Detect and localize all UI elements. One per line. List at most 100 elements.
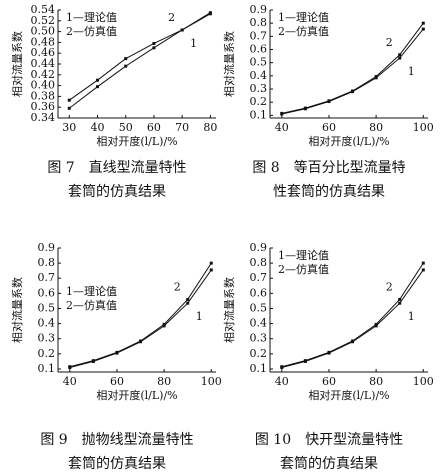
- point: [421, 268, 425, 272]
- x-axis-label: 相对开度(l/L)/%: [96, 134, 177, 148]
- point: [67, 98, 71, 102]
- y-tick-label: 0.36: [31, 100, 56, 113]
- point: [351, 339, 355, 343]
- y-tick-label: 0.7: [250, 271, 268, 284]
- legend-entry: 2—仿真值: [278, 262, 329, 276]
- point: [162, 322, 166, 326]
- x-tick-label: 60: [322, 375, 336, 388]
- point: [180, 28, 184, 32]
- line-series: [68, 13, 211, 101]
- point: [421, 21, 425, 25]
- series-label: 1: [408, 310, 415, 323]
- point: [96, 78, 99, 82]
- y-tick-label: 0.5: [38, 301, 56, 314]
- caption: 图 10 快开型流量特性: [255, 432, 403, 448]
- y-tick-label: 0.9: [250, 241, 268, 254]
- point: [209, 268, 213, 272]
- point: [91, 359, 95, 363]
- x-axis-label: 相对开度(l/L)/%: [96, 388, 177, 402]
- x-tick-label: 50: [119, 121, 133, 134]
- y-tick-label: 0.2: [250, 95, 268, 108]
- point: [421, 27, 425, 31]
- y-axis-label: 相对流量系数: [222, 277, 236, 343]
- line-series: [281, 28, 424, 115]
- point: [327, 350, 331, 354]
- y-tick-label: 0.9: [38, 241, 56, 254]
- caption: 图 9 抛物线型流量特性: [40, 432, 193, 448]
- point: [374, 75, 378, 79]
- y-axis-label: 相对流量系数: [222, 31, 236, 97]
- y-tick-label: 0.48: [31, 35, 56, 48]
- caption: 图 8 等百分比型流量特: [252, 159, 405, 176]
- y-tick-label: 0.1: [250, 362, 268, 375]
- y-tick-label: 0.7: [38, 271, 56, 284]
- y-tick-label: 0.8: [38, 256, 56, 269]
- line-series: [69, 262, 212, 368]
- point: [124, 64, 128, 68]
- x-tick-label: 30: [62, 121, 76, 134]
- point: [374, 324, 378, 328]
- x-tick-label: 40: [91, 121, 105, 134]
- y-tick-label: 0.40: [31, 79, 56, 92]
- series-label: 1: [408, 65, 415, 78]
- y-tick-label: 0.46: [31, 46, 56, 59]
- y-axis-label: 相对流量系数: [10, 31, 24, 97]
- x-axis-label: 相对开度(l/L)/%: [308, 134, 389, 148]
- caption: 套筒的仿真结果: [68, 455, 166, 472]
- point: [96, 85, 99, 89]
- x-tick-label: 80: [157, 375, 171, 388]
- series-label: 2: [386, 280, 393, 293]
- y-tick-label: 0.4: [250, 317, 268, 330]
- x-tick-label: 70: [175, 121, 189, 134]
- y-axis-label: 相对流量系数: [10, 277, 24, 343]
- series-label: 1: [190, 37, 197, 50]
- x-tick-label: 60: [322, 121, 336, 134]
- y-tick-label: 0.1: [38, 362, 56, 375]
- series-label: 1: [196, 310, 203, 323]
- y-tick-label: 0.3: [250, 82, 268, 95]
- y-tick-label: 0.52: [31, 14, 56, 27]
- y-tick-label: 0.6: [250, 286, 268, 299]
- point: [209, 261, 213, 265]
- legend-entry: 2—仿真值: [278, 24, 329, 38]
- line-series: [281, 269, 424, 368]
- caption: 图 7 直线型流量特性: [47, 159, 186, 176]
- y-tick-label: 0.2: [38, 347, 56, 360]
- point: [398, 56, 402, 60]
- x-tick-label: 100: [201, 375, 222, 388]
- point: [208, 12, 212, 16]
- y-tick-label: 0.4: [38, 317, 56, 330]
- line-series: [281, 262, 424, 368]
- x-tick-label: 60: [110, 375, 124, 388]
- y-tick-label: 0.50: [31, 25, 56, 38]
- point: [398, 301, 402, 305]
- x-tick-label: 80: [203, 121, 217, 134]
- y-tick-label: 0.4: [250, 69, 268, 82]
- point: [68, 365, 72, 369]
- legend-entry: 1—理论值: [278, 10, 329, 24]
- series-label: 2: [386, 36, 393, 49]
- legend-entry: 2—仿真值: [66, 24, 117, 38]
- x-tick-label: 80: [369, 375, 383, 388]
- point: [327, 99, 331, 103]
- y-tick-label: 0.8: [250, 256, 268, 269]
- y-tick-label: 0.9: [250, 3, 268, 16]
- legend-entry: 1—理论值: [278, 248, 329, 262]
- caption: 性套筒的仿真结果: [273, 183, 385, 200]
- x-tick-label: 40: [63, 375, 77, 388]
- y-tick-label: 0.34: [31, 111, 56, 124]
- caption: 套筒的仿真结果: [68, 183, 166, 200]
- legend-entry: 2—仿真值: [66, 298, 117, 312]
- point: [152, 41, 156, 45]
- y-tick-label: 0.3: [38, 332, 56, 345]
- y-tick-label: 0.44: [31, 57, 56, 70]
- y-tick-label: 0.5: [250, 56, 268, 69]
- y-tick-label: 0.2: [250, 347, 268, 360]
- y-tick-label: 0.42: [31, 68, 56, 81]
- point: [374, 322, 378, 326]
- point: [124, 57, 128, 61]
- series-label: 2: [168, 11, 175, 24]
- point: [186, 297, 190, 301]
- y-tick-label: 0.38: [31, 89, 56, 102]
